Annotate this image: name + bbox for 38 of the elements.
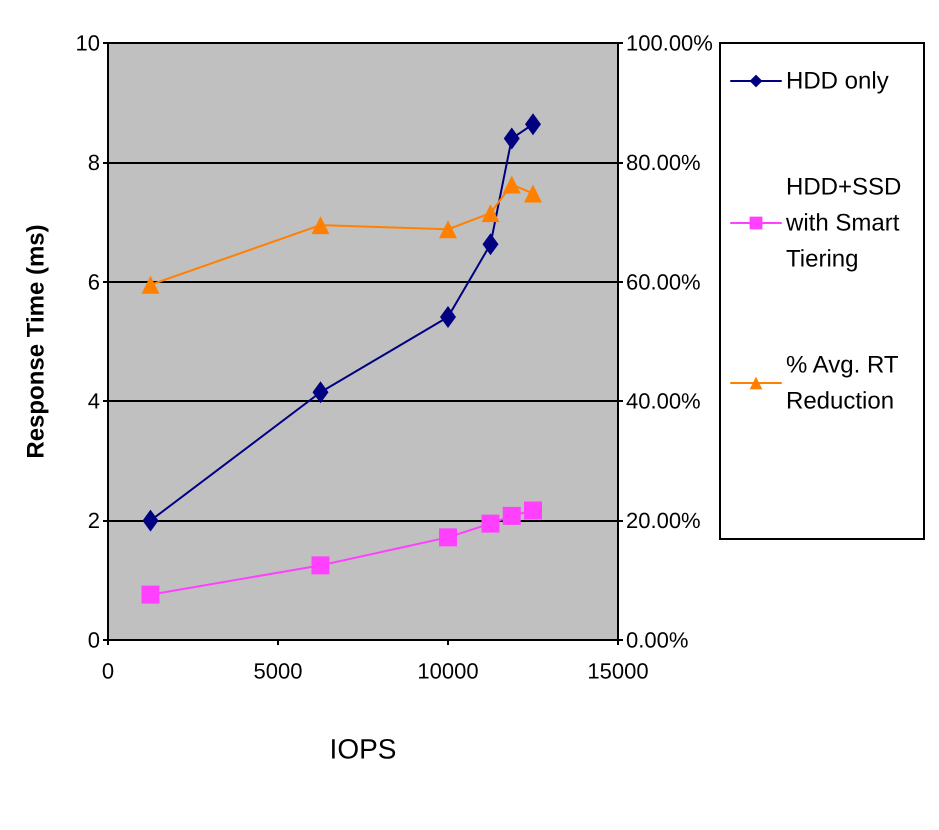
y2-tick-label: 20.00% — [626, 508, 701, 534]
y-tick-label: 6 — [88, 269, 100, 294]
y-tick-label: 8 — [88, 150, 100, 175]
point — [312, 216, 330, 234]
x-tick-label: 10000 — [417, 658, 479, 684]
x-tick-label: 5000 — [254, 658, 302, 684]
y-tick-label: 4 — [88, 388, 100, 414]
y2-tick-label: 80.00% — [626, 150, 701, 175]
x-tick-label: 15000 — [587, 658, 649, 684]
point — [524, 184, 542, 202]
point — [142, 510, 158, 532]
point — [524, 501, 542, 520]
y2-tick-label: 40.00% — [626, 388, 701, 414]
y-tick-label: 10 — [76, 30, 100, 56]
point — [525, 113, 541, 136]
point — [142, 276, 160, 294]
point — [142, 586, 160, 604]
legend-label: HDD only — [786, 68, 889, 94]
point — [482, 514, 500, 533]
point — [312, 381, 328, 404]
point — [482, 233, 498, 256]
point — [504, 128, 520, 150]
point — [439, 528, 457, 546]
point — [502, 506, 521, 525]
y-tick-label: 2 — [88, 508, 100, 534]
point — [312, 556, 330, 574]
x-axis-title: IOPS — [330, 734, 396, 764]
point — [440, 306, 456, 328]
y2-tick-label: 100.00% — [626, 30, 713, 56]
y2-tick-label: 60.00% — [626, 269, 701, 294]
y-tick-label: 0 — [88, 628, 100, 652]
point — [502, 175, 521, 194]
y2-tick-label: 0.00% — [626, 628, 688, 652]
legend-label: HDD+SSD with Smart Tiering — [785, 174, 908, 272]
y-axis-title: Response Time (ms) — [22, 224, 50, 459]
point — [439, 220, 457, 238]
legend-label: % Avg. RT Reduction — [786, 352, 905, 414]
point — [482, 204, 500, 222]
